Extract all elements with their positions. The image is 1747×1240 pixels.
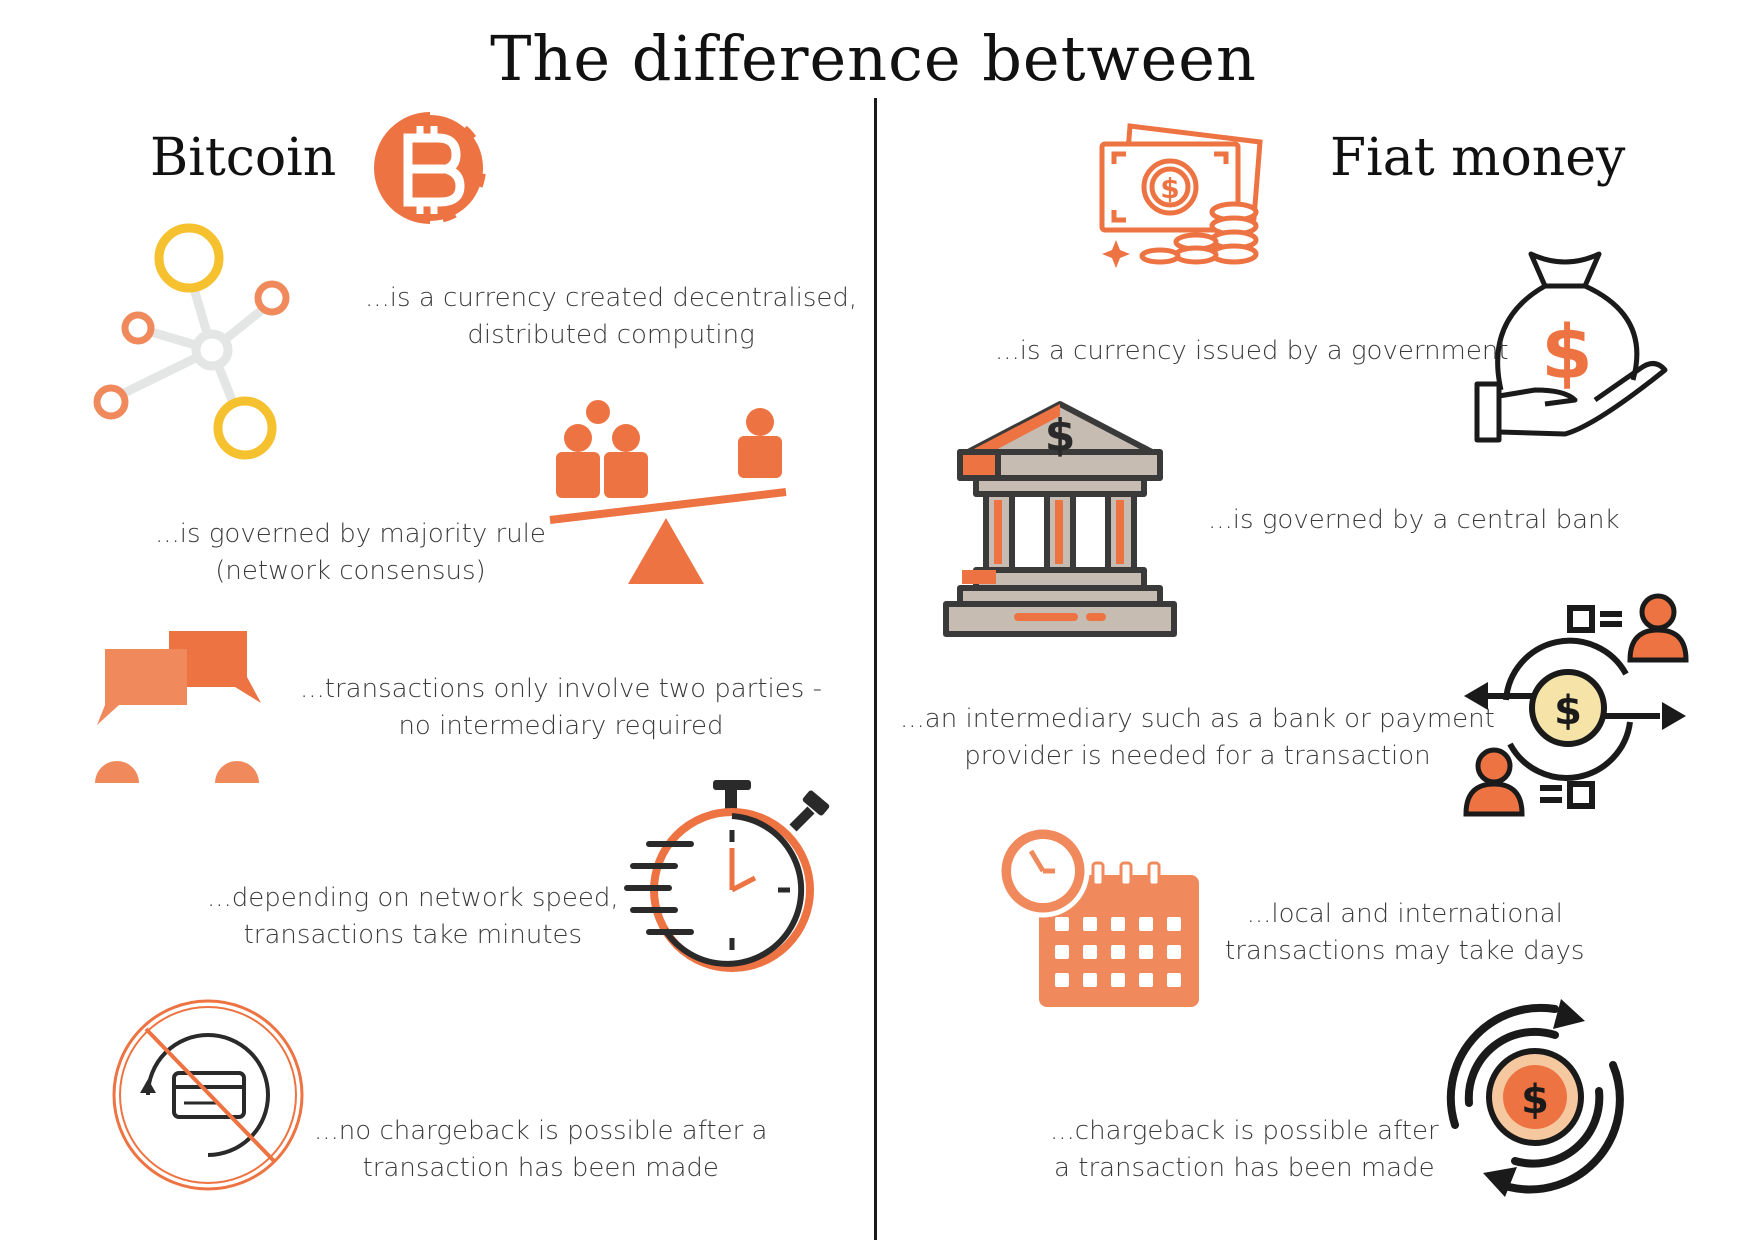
fiat-point-1: ...is a currency issued by a government: [995, 333, 1509, 370]
svg-text:$: $: [1521, 1077, 1549, 1123]
money-bag-hand-icon: $: [1474, 251, 1668, 443]
bitcoin-logo-icon: [374, 109, 489, 227]
bitcoin-point-4: ...depending on network speed, transacti…: [207, 880, 619, 954]
bitcoin-point-4-line-2: transactions take minutes: [243, 920, 583, 950]
bitcoin-point-5-line-2: transaction has been made: [362, 1153, 719, 1183]
svg-text:$: $: [1554, 688, 1582, 734]
bitcoin-point-1-line-2: distributed computing: [467, 320, 755, 350]
no-chargeback-card-icon: [112, 999, 304, 1191]
fiat-point-1-line-1: ...is a currency issued by a government: [995, 336, 1509, 366]
fiat-point-5-line-1: ...chargeback is possible after: [1050, 1116, 1439, 1146]
fiat-money-heading: Fiat money: [1330, 128, 1626, 188]
svg-text:$: $: [1541, 310, 1593, 396]
calendar-clock-icon: [996, 824, 1199, 1007]
refund-coin-cycle-icon: $: [1446, 999, 1624, 1197]
stopwatch-icon: [624, 780, 830, 972]
bitcoin-point-5-line-1: ...no chargeback is possible after a: [314, 1116, 768, 1146]
bitcoin-heading: Bitcoin: [150, 128, 337, 188]
bitcoin-point-5: ...no chargeback is possible after a tra…: [314, 1113, 768, 1187]
cash-coins-icon: $: [1099, 123, 1263, 268]
fiat-point-4-line-1: ...local and international: [1246, 899, 1563, 929]
svg-text:$: $: [1045, 410, 1076, 461]
bitcoin-point-2: ...is governed by majority rule (network…: [155, 516, 546, 590]
bitcoin-point-1: ...is a currency created decentralised, …: [365, 280, 857, 354]
fiat-point-3-line-2: provider is needed for a transaction: [964, 741, 1431, 771]
bitcoin-point-3-line-1: ...transactions only involve two parties…: [300, 674, 822, 704]
bitcoin-point-4-line-1: ...depending on network speed,: [207, 883, 619, 913]
network-nodes-icon: [93, 223, 290, 460]
bitcoin-point-1-line-1: ...is a currency created decentralised,: [365, 283, 858, 313]
center-divider: [874, 98, 877, 1240]
seesaw-majority-icon: [549, 400, 787, 584]
peer-chat-icon: [95, 631, 261, 783]
bitcoin-point-3-line-2: no intermediary required: [398, 711, 724, 741]
page-title: The difference between: [490, 22, 1257, 95]
bitcoin-point-2-line-2: (network consensus): [215, 556, 486, 586]
bitcoin-point-3: ...transactions only involve two parties…: [300, 671, 822, 745]
payment-intermediary-icon: $: [1463, 593, 1689, 817]
fiat-point-5: ...chargeback is possible after a transa…: [1050, 1113, 1439, 1187]
bitcoin-point-2-line-1: ...is governed by majority rule: [155, 519, 546, 549]
fiat-point-4-line-2: transactions may take days: [1225, 936, 1585, 966]
fiat-point-3-line-1: ...an intermediary such as a bank or pay…: [900, 704, 1495, 734]
svg-text:$: $: [1160, 172, 1179, 205]
fiat-point-2-line-1: ...is governed by a central bank: [1208, 505, 1620, 535]
fiat-point-5-line-2: a transaction has been made: [1054, 1153, 1435, 1183]
fiat-point-4: ...local and international transactions …: [1225, 896, 1584, 970]
fiat-point-2: ...is governed by a central bank: [1208, 502, 1620, 539]
bank-building-icon: $: [943, 401, 1177, 637]
fiat-point-3: ...an intermediary such as a bank or pay…: [900, 701, 1495, 775]
